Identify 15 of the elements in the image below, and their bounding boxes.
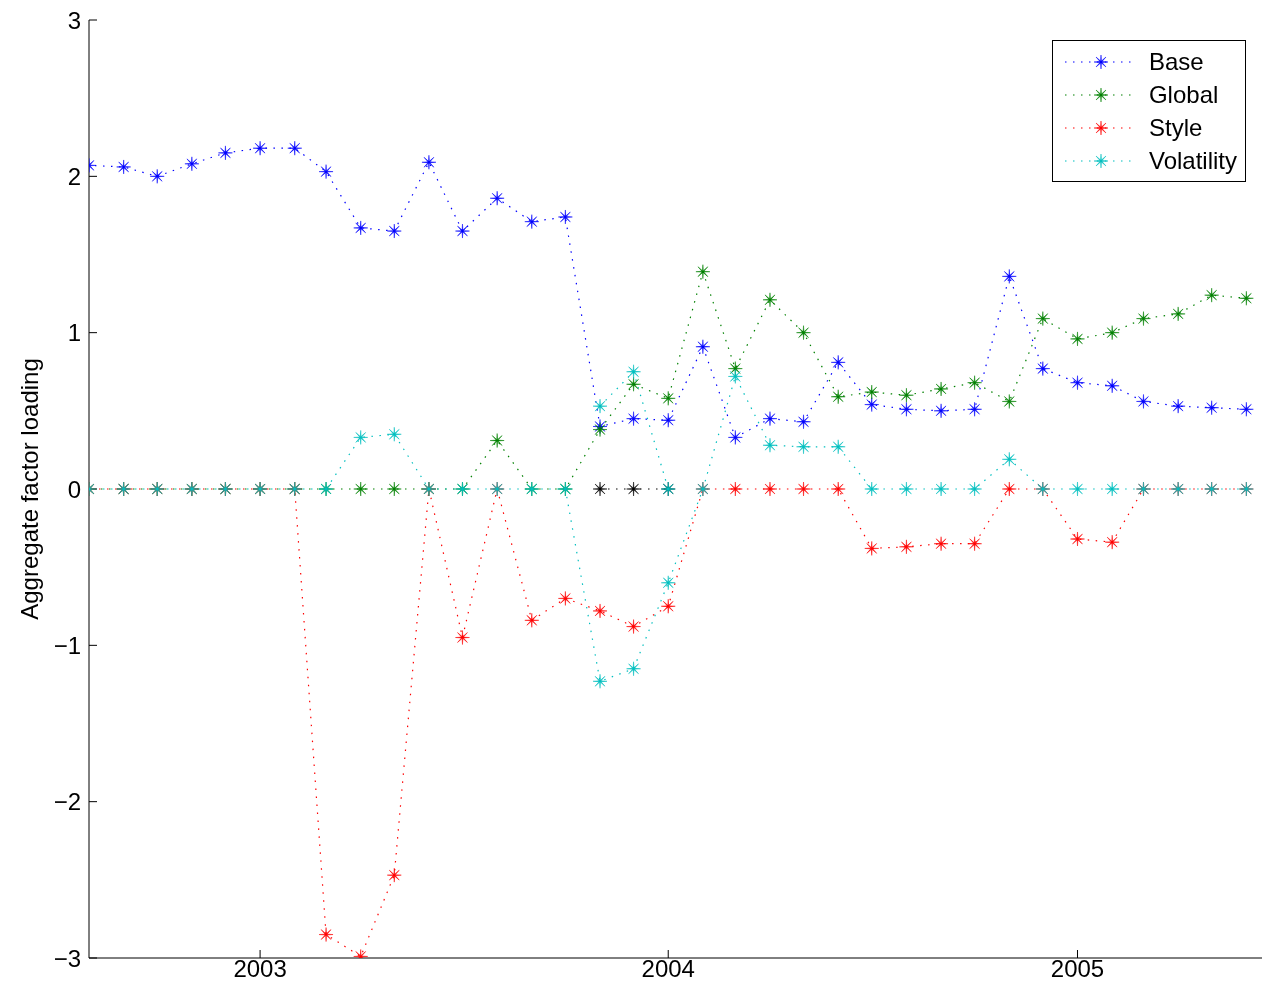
y-tick-label: 3 xyxy=(67,6,81,34)
x-tick-label: 2004 xyxy=(641,955,695,983)
y-tick-label: −2 xyxy=(53,788,81,816)
y-tick-label: −3 xyxy=(53,944,81,972)
y-axis-title: Aggregate factor loading xyxy=(15,358,43,620)
y-tick-label: 0 xyxy=(67,475,81,503)
x-tick-label: 2003 xyxy=(233,955,287,983)
legend-label: Base xyxy=(1148,47,1204,76)
legend-label: Style xyxy=(1148,113,1203,142)
legend-label: Global xyxy=(1148,80,1219,109)
x-tick-label: 2005 xyxy=(1050,955,1105,983)
y-tick-label: −1 xyxy=(53,631,81,659)
y-tick-label: 1 xyxy=(67,319,81,347)
legend-label: Volatility xyxy=(1148,146,1237,175)
y-tick-label: 2 xyxy=(67,162,81,190)
